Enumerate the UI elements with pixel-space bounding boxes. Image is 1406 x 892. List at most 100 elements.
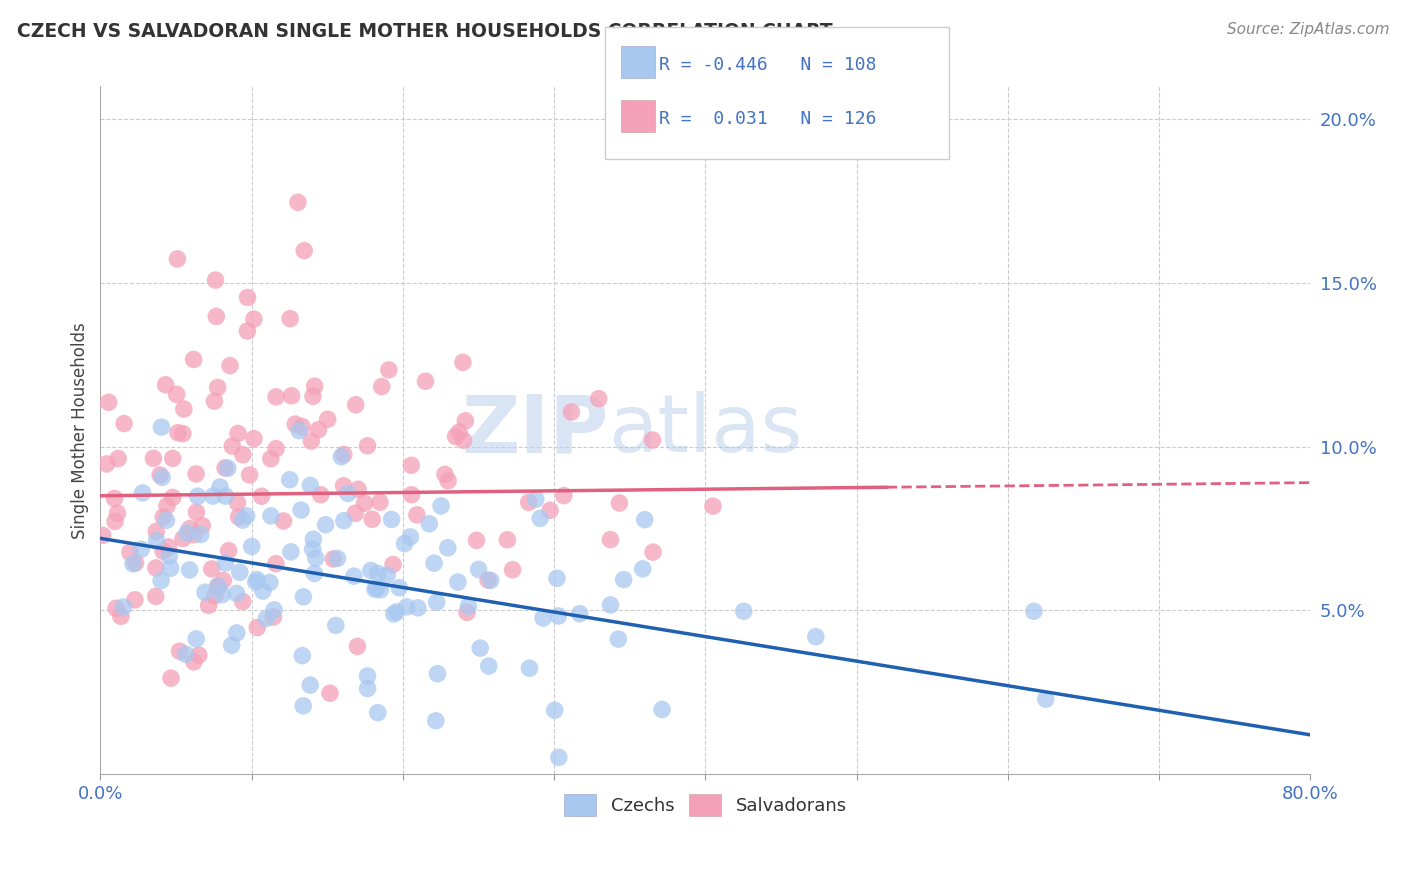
Point [292,698,315,713]
Point [280,545,302,559]
Point [370,379,392,393]
Point [214,461,236,475]
Point [607,632,630,646]
Point [529,511,551,525]
Point [229,566,252,580]
Point [364,582,387,597]
Point [169,644,191,658]
Point [385,605,408,619]
Point [211,588,233,602]
Point [599,598,621,612]
Point [225,586,247,600]
Point [150,420,173,434]
Point [287,195,309,210]
Point [401,458,423,473]
Point [436,541,458,555]
Point [496,533,519,547]
Point [264,390,287,404]
Point [366,582,388,596]
Point [553,489,575,503]
Point [201,489,224,503]
Point [378,363,401,377]
Point [205,310,228,324]
Point [214,556,236,570]
Point [299,434,322,449]
Point [547,609,569,624]
Point [250,489,273,503]
Legend: Czechs, Salvadorans: Czechs, Salvadorans [557,787,853,823]
Point [344,398,367,412]
Point [176,525,198,540]
Point [304,566,326,581]
Point [367,706,389,720]
Point [388,581,411,595]
Point [544,703,567,717]
Point [343,569,366,583]
Point [232,513,254,527]
Point [145,524,167,539]
Point [546,571,568,585]
Point [381,512,404,526]
Text: ZIP: ZIP [461,392,609,469]
Point [309,488,332,502]
Point [97,395,120,409]
Point [187,648,209,662]
Point [105,601,128,615]
Point [179,563,201,577]
Point [453,434,475,448]
Point [191,518,214,533]
Point [368,495,391,509]
Point [225,625,247,640]
Point [547,750,569,764]
Point [478,659,501,673]
Point [299,478,322,492]
Point [183,527,205,541]
Point [252,584,274,599]
Point [152,544,174,558]
Point [122,557,145,571]
Point [212,574,235,588]
Point [524,492,547,507]
Point [232,595,254,609]
Point [124,556,146,570]
Point [360,564,382,578]
Point [278,473,301,487]
Point [394,536,416,550]
Point [197,599,219,613]
Point [465,533,488,548]
Point [260,451,283,466]
Point [375,568,398,582]
Point [142,451,165,466]
Point [353,496,375,510]
Point [347,482,370,496]
Point [112,599,135,614]
Point [319,686,342,700]
Point [479,574,502,588]
Point [187,489,209,503]
Point [290,503,312,517]
Point [150,470,173,484]
Point [104,515,127,529]
Point [395,599,418,614]
Point [162,491,184,505]
Point [332,479,354,493]
Point [207,579,229,593]
Point [157,549,180,563]
Point [263,603,285,617]
Point [259,575,281,590]
Text: Source: ZipAtlas.com: Source: ZipAtlas.com [1226,22,1389,37]
Point [370,582,392,597]
Point [456,605,478,619]
Point [406,600,429,615]
Point [112,417,135,431]
Point [124,592,146,607]
Point [470,641,492,656]
Y-axis label: Single Mother Households: Single Mother Households [72,322,89,539]
Point [316,412,339,426]
Point [641,433,664,447]
Point [325,618,347,632]
Point [166,387,188,401]
Point [264,557,287,571]
Point [609,496,631,510]
Point [236,290,259,304]
